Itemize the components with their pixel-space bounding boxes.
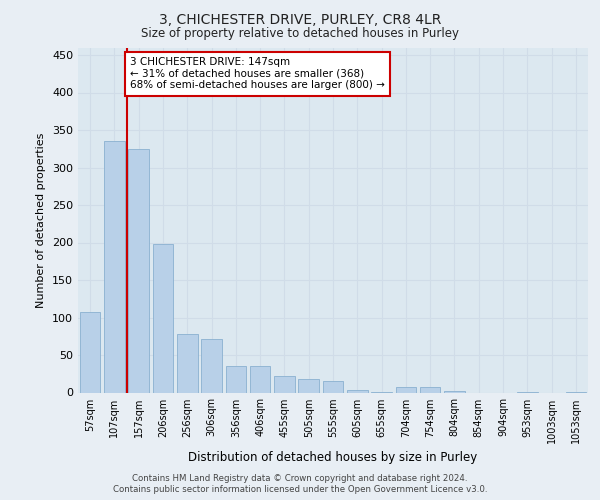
Bar bbox=[347, 390, 368, 392]
Bar bbox=[226, 366, 246, 392]
Bar bbox=[201, 338, 222, 392]
Bar bbox=[323, 380, 343, 392]
X-axis label: Distribution of detached houses by size in Purley: Distribution of detached houses by size … bbox=[188, 451, 478, 464]
Bar bbox=[152, 244, 173, 392]
Bar bbox=[274, 376, 295, 392]
Text: Size of property relative to detached houses in Purley: Size of property relative to detached ho… bbox=[141, 28, 459, 40]
Text: Contains HM Land Registry data © Crown copyright and database right 2024.
Contai: Contains HM Land Registry data © Crown c… bbox=[113, 474, 487, 494]
Text: 3 CHICHESTER DRIVE: 147sqm
← 31% of detached houses are smaller (368)
68% of sem: 3 CHICHESTER DRIVE: 147sqm ← 31% of deta… bbox=[130, 57, 385, 90]
Bar bbox=[298, 379, 319, 392]
Bar bbox=[395, 386, 416, 392]
Bar bbox=[250, 366, 271, 392]
Bar bbox=[420, 386, 440, 392]
Bar bbox=[104, 141, 125, 393]
Bar bbox=[444, 391, 465, 392]
Bar bbox=[128, 149, 149, 392]
Bar bbox=[177, 334, 197, 392]
Bar bbox=[80, 312, 100, 392]
Y-axis label: Number of detached properties: Number of detached properties bbox=[37, 132, 46, 308]
Text: 3, CHICHESTER DRIVE, PURLEY, CR8 4LR: 3, CHICHESTER DRIVE, PURLEY, CR8 4LR bbox=[159, 12, 441, 26]
